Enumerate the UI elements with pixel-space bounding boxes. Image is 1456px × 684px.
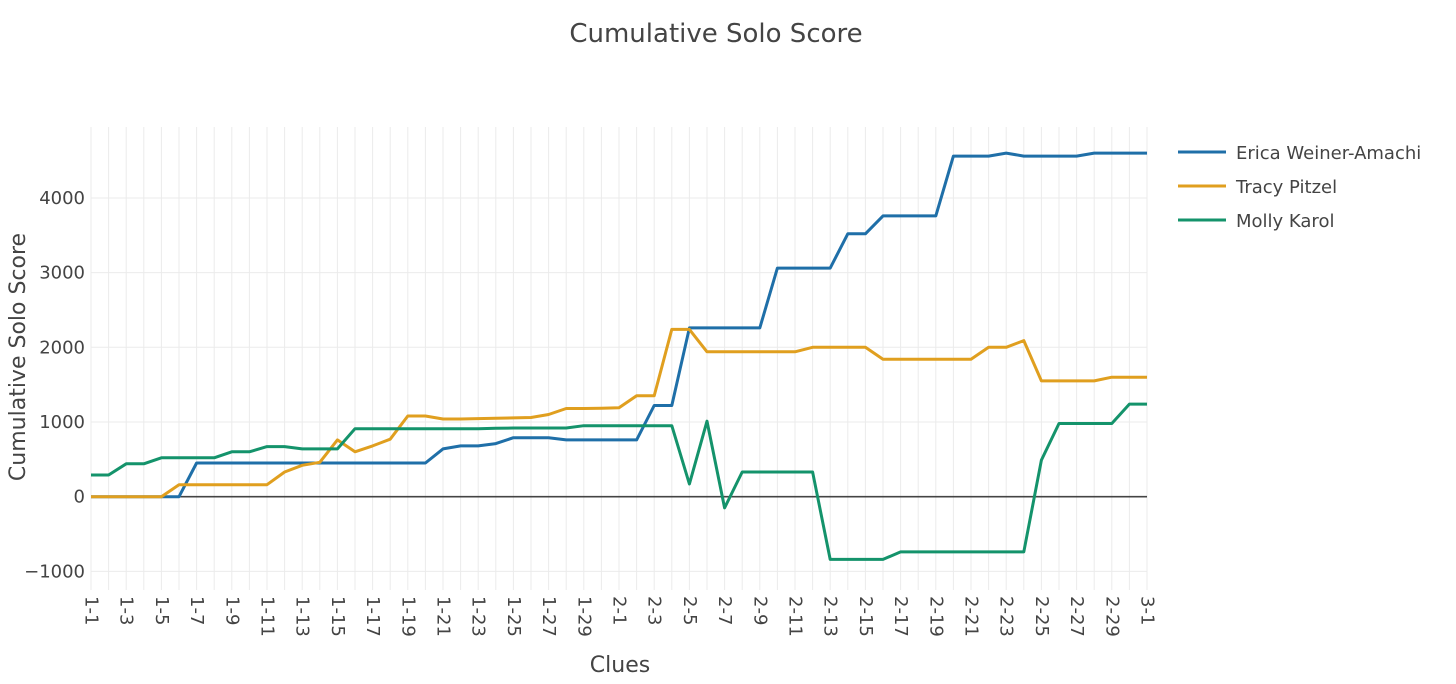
y-tick-labels: −1000 0 1000 2000 3000 4000 bbox=[24, 188, 85, 582]
x-tick-label: 1-7 bbox=[186, 596, 207, 625]
x-tick-label: 2-15 bbox=[855, 596, 876, 637]
x-tick-label: 1-21 bbox=[433, 596, 454, 637]
series-line-molly-karol[interactable] bbox=[91, 402, 1147, 561]
x-tick-label: 2-3 bbox=[644, 596, 665, 625]
x-tick-label: 1-11 bbox=[257, 596, 278, 637]
x-tick-label: 2-7 bbox=[714, 596, 735, 625]
x-tick-label: 2-19 bbox=[925, 596, 946, 637]
x-tick-label: 1-27 bbox=[538, 596, 559, 637]
x-tick-label: 1-1 bbox=[81, 596, 102, 625]
x-tick-label: 1-5 bbox=[151, 596, 172, 625]
x-tick-label: 1-9 bbox=[221, 596, 242, 625]
x-tick-label: 2-11 bbox=[785, 596, 806, 637]
x-axis-title: Clues bbox=[590, 653, 650, 678]
chart-title: Cumulative Solo Score bbox=[569, 19, 862, 49]
x-tick-label: 2-25 bbox=[1031, 596, 1052, 637]
x-tick-label: 2-5 bbox=[679, 596, 700, 625]
x-tick-label: 2-27 bbox=[1066, 596, 1087, 637]
legend-label: Erica Weiner-Amachi bbox=[1236, 143, 1421, 164]
x-tick-label: 2-9 bbox=[749, 596, 770, 625]
x-tick-label: 1-3 bbox=[116, 596, 137, 625]
x-tick-label: 2-13 bbox=[820, 596, 841, 637]
series-line-erica-weiner-amachi[interactable] bbox=[91, 151, 1147, 499]
x-tick-label: 1-17 bbox=[362, 596, 383, 637]
x-tick-label: 1-15 bbox=[327, 596, 348, 637]
legend-label: Tracy Pitzel bbox=[1235, 177, 1337, 198]
x-tick-label: 2-21 bbox=[961, 596, 982, 637]
series-group bbox=[91, 151, 1147, 561]
x-tick-label: 2-1 bbox=[609, 596, 630, 625]
grid bbox=[90, 127, 1148, 590]
y-tick-label: 1000 bbox=[39, 412, 85, 433]
y-tick-label: 3000 bbox=[39, 263, 85, 284]
legend-item[interactable]: Erica Weiner-Amachi bbox=[1178, 143, 1421, 164]
legend[interactable]: Erica Weiner-Amachi Tracy Pitzel Molly Kar… bbox=[1178, 143, 1421, 232]
x-tick-label: 1-19 bbox=[397, 596, 418, 637]
x-tick-labels: 1-1 1-3 1-5 1-7 1-9 1-11 1-13 1-15 1-17 1-19 1-21 1… bbox=[81, 596, 1158, 637]
y-tick-label: 4000 bbox=[39, 188, 85, 209]
x-tick-label: 1-29 bbox=[573, 596, 594, 637]
y-axis-title: Cumulative Solo Score bbox=[6, 233, 31, 481]
x-tick-label: 3-1 bbox=[1137, 596, 1158, 625]
x-tick-label: 1-25 bbox=[503, 596, 524, 637]
x-tick-label: 1-23 bbox=[468, 596, 489, 637]
x-tick-label: 2-23 bbox=[996, 596, 1017, 637]
x-tick-label: 1-13 bbox=[292, 596, 313, 637]
y-tick-label: −1000 bbox=[24, 561, 85, 582]
series-line-tracy-pitzel[interactable] bbox=[91, 327, 1147, 499]
y-tick-label: 0 bbox=[74, 487, 85, 508]
x-tick-label: 2-17 bbox=[890, 596, 911, 637]
y-tick-label: 2000 bbox=[39, 337, 85, 358]
legend-item[interactable]: Tracy Pitzel bbox=[1178, 177, 1337, 198]
x-tick-label: 2-29 bbox=[1101, 596, 1122, 637]
legend-item[interactable]: Molly Karol bbox=[1178, 211, 1334, 232]
legend-label: Molly Karol bbox=[1236, 211, 1334, 232]
